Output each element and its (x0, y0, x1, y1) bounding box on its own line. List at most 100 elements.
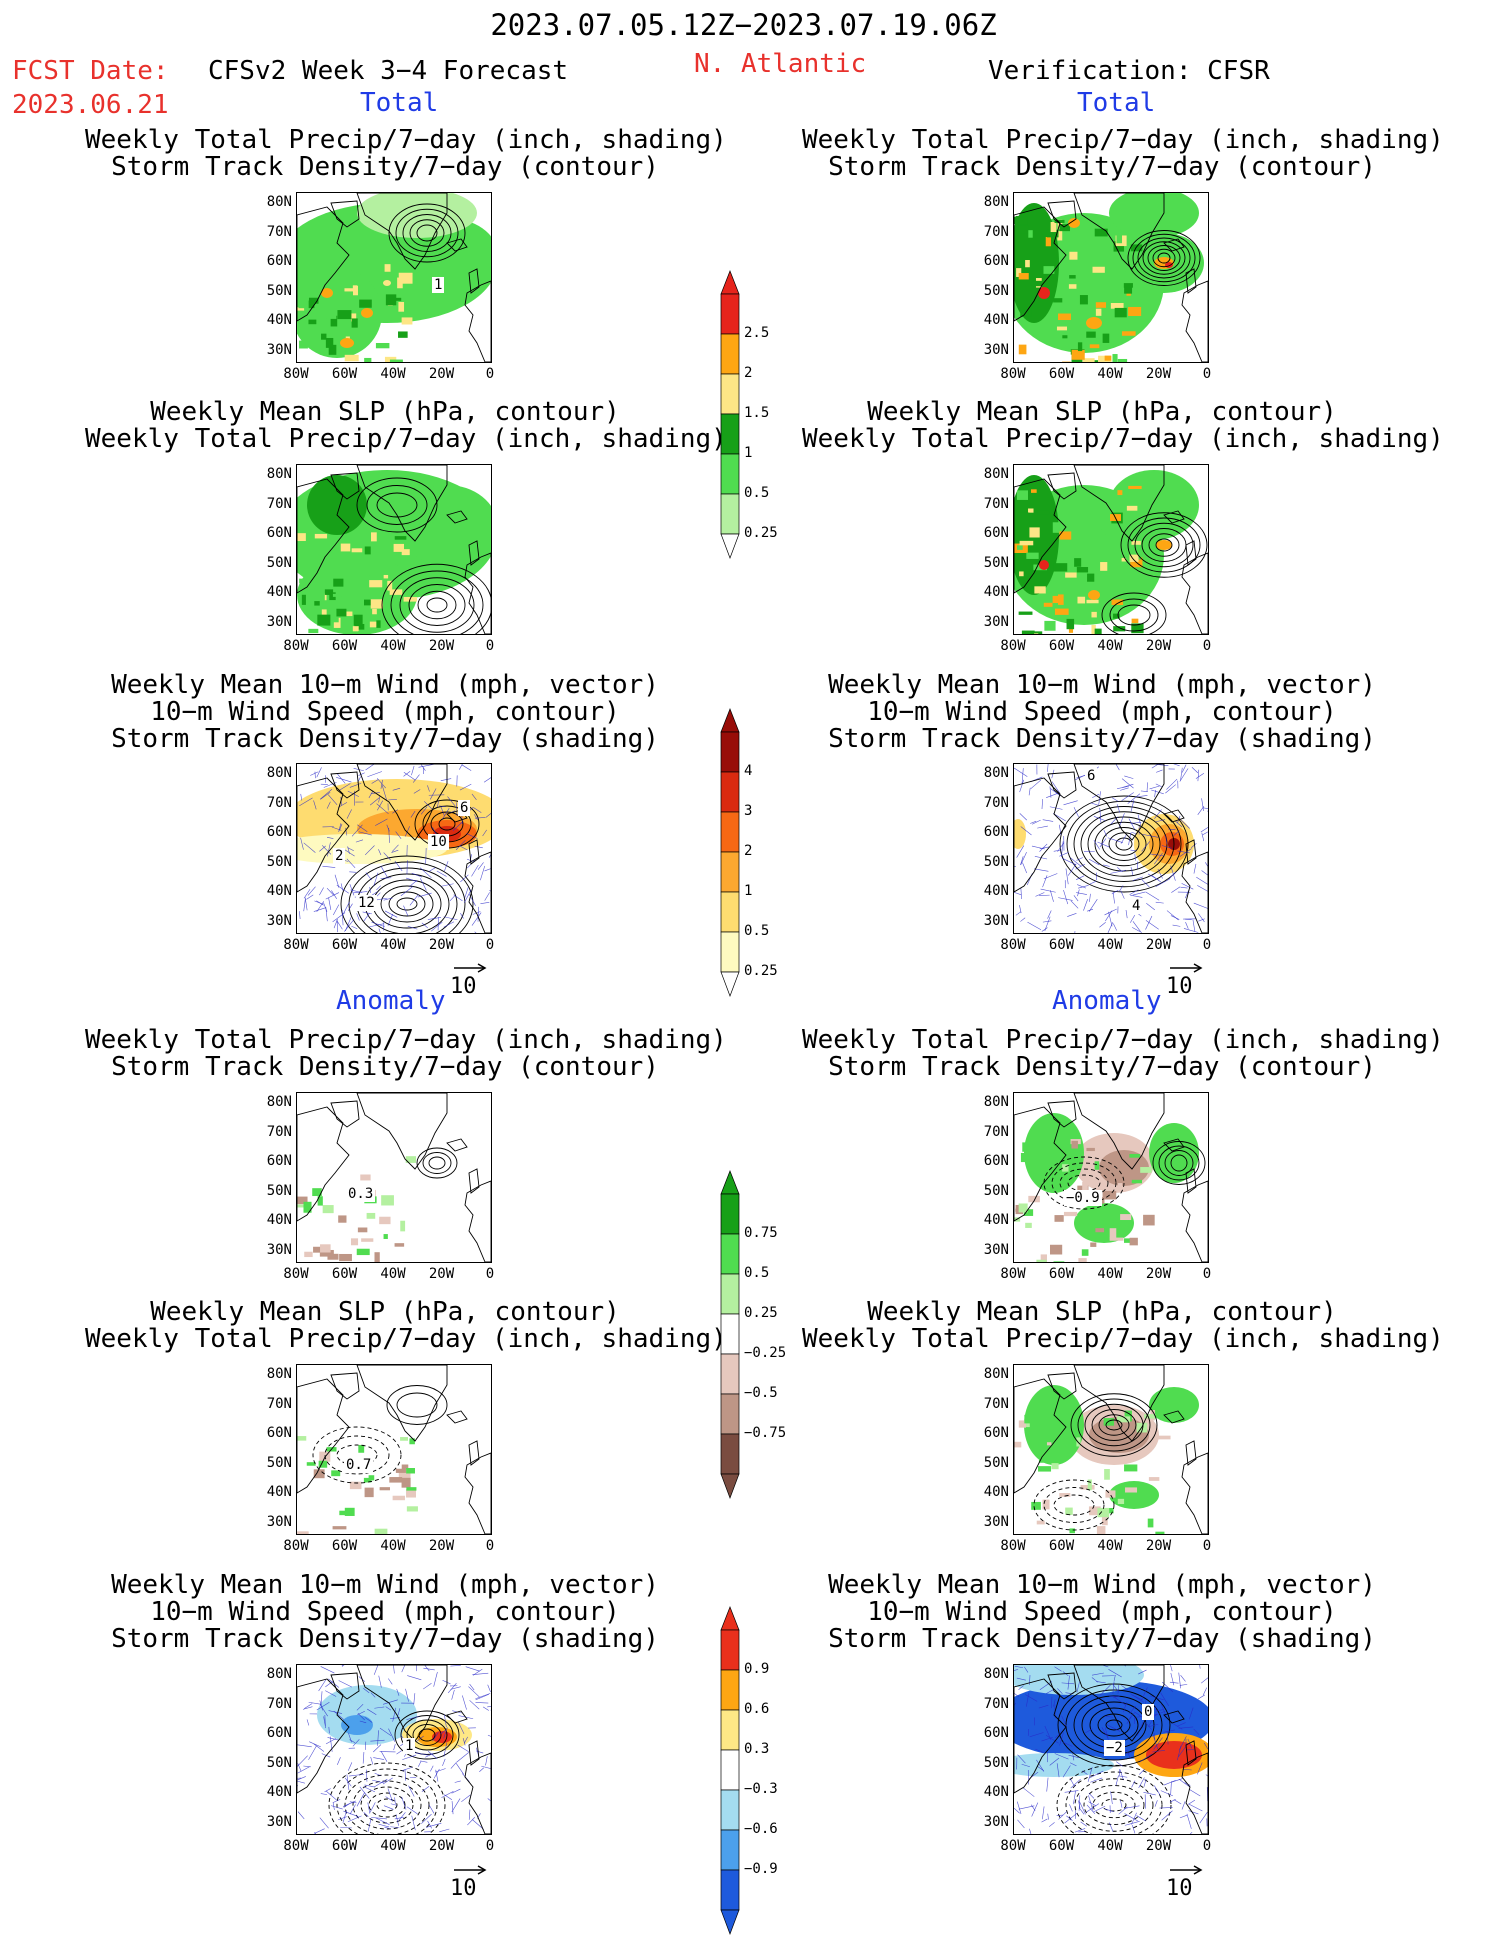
verification-title: Verification: CFSR (988, 56, 1270, 86)
lon-tick-label: 20W (1139, 638, 1179, 654)
lon-tick-label: 0 (1187, 937, 1227, 953)
colorbar-graphic (720, 708, 790, 1000)
lat-tick-label: 60N (252, 1425, 292, 1441)
lat-tick-label: 30N (252, 913, 292, 929)
lon-tick-label: 0 (1187, 1538, 1227, 1554)
lat-tick-label: 70N (969, 1124, 1009, 1140)
lon-tick-label: 40W (373, 638, 413, 654)
map-verif-anom-precip-storm (1013, 1092, 1209, 1263)
lon-tick-label: 80W (993, 1266, 1033, 1282)
lon-tick-label: 20W (422, 366, 462, 382)
lat-tick-label: 60N (969, 824, 1009, 840)
lat-tick-label: 40N (252, 1784, 292, 1800)
lat-tick-label: 80N (252, 765, 292, 781)
lon-tick-label: 40W (1090, 638, 1130, 654)
colorbar-label: 0.3 (744, 1741, 769, 1757)
lon-tick-label: 0 (470, 638, 510, 654)
lon-tick-label: 60W (325, 1266, 365, 1282)
map-verif-total-wind-storm (1013, 763, 1209, 934)
panel-title: Weekly Total Precip/7−day (inch, shading… (85, 1027, 685, 1081)
lat-tick-label: 50N (969, 1755, 1009, 1771)
contour-label: 10 (428, 834, 449, 850)
lon-tick-label: 80W (993, 366, 1033, 382)
lat-tick-label: 80N (252, 194, 292, 210)
lon-tick-label: 80W (993, 1838, 1033, 1854)
lat-tick-label: 80N (252, 466, 292, 482)
lon-tick-label: 0 (1187, 638, 1227, 654)
colorbar-label: −0.75 (744, 1425, 786, 1441)
panel-title: Weekly Mean SLP (hPa, contour)Weekly Tot… (802, 1299, 1402, 1353)
lon-tick-label: 0 (470, 937, 510, 953)
map-fcst-total-slp-precip (296, 464, 492, 635)
lon-tick-label: 40W (373, 1538, 413, 1554)
map-fcst-total-wind-storm (296, 763, 492, 934)
map-fcst-anom-wind-storm (296, 1664, 492, 1835)
colorbar-label: 2 (744, 843, 752, 859)
lon-tick-label: 80W (276, 1266, 316, 1282)
contour-label: 12 (356, 895, 377, 911)
colorbar-label: 0.25 (744, 525, 778, 541)
lat-tick-label: 70N (252, 795, 292, 811)
contour-label: 6 (1085, 768, 1097, 784)
panel-title: Weekly Total Precip/7−day (inch, shading… (802, 127, 1402, 181)
lat-tick-label: 60N (252, 1153, 292, 1169)
lat-tick-label: 40N (969, 584, 1009, 600)
lon-tick-label: 60W (325, 937, 365, 953)
colorbar-label: 0.5 (744, 923, 769, 939)
lat-tick-label: 80N (969, 765, 1009, 781)
lat-tick-label: 70N (252, 1396, 292, 1412)
lat-tick-label: 70N (252, 1696, 292, 1712)
lat-tick-label: 80N (969, 1666, 1009, 1682)
lon-tick-label: 60W (1042, 1838, 1082, 1854)
contour-label: 0.7 (344, 1457, 373, 1473)
lat-tick-label: 50N (252, 854, 292, 870)
lat-tick-label: 80N (969, 1094, 1009, 1110)
lon-tick-label: 80W (276, 937, 316, 953)
date-range-title: 2023.07.05.12Z−2023.07.19.06Z (0, 8, 1487, 42)
lat-tick-label: 50N (969, 555, 1009, 571)
lon-tick-label: 20W (1139, 1538, 1179, 1554)
lat-tick-label: 50N (252, 1455, 292, 1471)
lat-tick-label: 30N (252, 1514, 292, 1530)
vector-reference: 10 (1166, 962, 1204, 999)
lon-tick-label: 80W (993, 1538, 1033, 1554)
lat-tick-label: 60N (969, 253, 1009, 269)
lon-tick-label: 40W (1090, 937, 1130, 953)
colorbar-label: 0.75 (744, 1225, 778, 1241)
lat-tick-label: 80N (252, 1094, 292, 1110)
lon-tick-label: 80W (276, 366, 316, 382)
contour-label: 2 (333, 848, 345, 864)
lon-tick-label: 0 (1187, 1838, 1227, 1854)
panel-title: Weekly Mean SLP (hPa, contour)Weekly Tot… (802, 399, 1402, 453)
lon-tick-label: 20W (422, 1538, 462, 1554)
contour-label: 1 (403, 1738, 415, 1754)
section-total-left: Total (360, 88, 438, 118)
lon-tick-label: 60W (325, 1538, 365, 1554)
lat-tick-label: 70N (252, 1124, 292, 1140)
lat-tick-label: 70N (969, 496, 1009, 512)
colorbar-label: −0.6 (744, 1821, 778, 1837)
colorbar-label: 0.5 (744, 1265, 769, 1281)
lat-tick-label: 70N (969, 795, 1009, 811)
vector-reference: 10 (450, 1864, 488, 1901)
lat-tick-label: 30N (252, 342, 292, 358)
model-title: CFSv2 Week 3−4 Forecast (208, 56, 568, 86)
colorbar-label: 0.9 (744, 1661, 769, 1677)
lon-tick-label: 20W (422, 1266, 462, 1282)
lat-tick-label: 60N (969, 1153, 1009, 1169)
lat-tick-label: 30N (969, 913, 1009, 929)
lat-tick-label: 50N (252, 1183, 292, 1199)
colorbar-label: −0.5 (744, 1385, 778, 1401)
lat-tick-label: 30N (969, 1242, 1009, 1258)
lon-tick-label: 60W (1042, 937, 1082, 953)
lon-tick-label: 80W (276, 1538, 316, 1554)
lon-tick-label: 60W (1042, 1538, 1082, 1554)
lat-tick-label: 50N (969, 1455, 1009, 1471)
fcst-date-value: 2023.06.21 (12, 90, 169, 120)
lat-tick-label: 40N (969, 1784, 1009, 1800)
lat-tick-label: 60N (969, 1725, 1009, 1741)
colorbar-label: 2.5 (744, 325, 769, 341)
contour-label: 1 (432, 277, 444, 293)
lat-tick-label: 40N (252, 584, 292, 600)
map-verif-anom-slp-precip (1013, 1364, 1209, 1535)
